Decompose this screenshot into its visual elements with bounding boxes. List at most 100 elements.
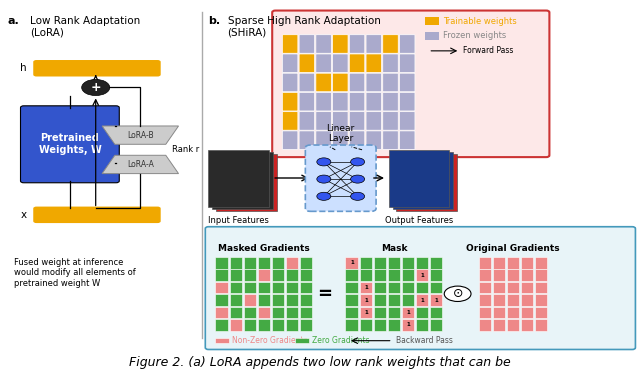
Bar xyxy=(244,269,256,281)
Text: Zero Gradients: Zero Gradients xyxy=(312,336,369,345)
Bar xyxy=(244,294,256,306)
FancyBboxPatch shape xyxy=(349,35,365,53)
Circle shape xyxy=(317,192,331,200)
Bar xyxy=(285,257,298,269)
Bar xyxy=(535,257,547,269)
FancyBboxPatch shape xyxy=(399,112,415,130)
Bar xyxy=(396,154,457,211)
Text: Input Features: Input Features xyxy=(208,216,269,225)
Bar xyxy=(374,294,387,306)
Text: Low Rank Adaptation
(LoRA): Low Rank Adaptation (LoRA) xyxy=(30,16,140,38)
Text: Fused weight at inference
would modify all elements of
pretrained weight W: Fused weight at inference would modify a… xyxy=(14,258,136,288)
Bar xyxy=(507,257,520,269)
Text: a.: a. xyxy=(8,16,19,26)
FancyBboxPatch shape xyxy=(366,93,381,111)
Text: 1: 1 xyxy=(350,260,354,265)
Bar xyxy=(479,269,492,281)
Bar xyxy=(257,307,270,318)
Bar xyxy=(388,282,400,294)
Text: Weights: Weights xyxy=(323,161,362,171)
Text: Backward Pass: Backward Pass xyxy=(396,336,452,345)
Bar xyxy=(230,294,243,306)
Text: Frozen weights: Frozen weights xyxy=(443,31,506,40)
Bar xyxy=(535,307,547,318)
Bar xyxy=(346,319,358,331)
FancyBboxPatch shape xyxy=(316,54,332,72)
Bar xyxy=(415,307,428,318)
Text: Mask: Mask xyxy=(381,244,407,254)
FancyBboxPatch shape xyxy=(333,131,348,150)
Bar xyxy=(507,269,520,281)
Bar xyxy=(271,269,284,281)
Bar xyxy=(271,257,284,269)
Bar xyxy=(415,269,428,281)
Text: Non-Zero Gradients: Non-Zero Gradients xyxy=(232,336,308,345)
Bar xyxy=(285,282,298,294)
Text: +: + xyxy=(90,81,101,94)
Bar xyxy=(374,257,387,269)
FancyBboxPatch shape xyxy=(333,93,348,111)
Bar xyxy=(479,257,492,269)
Bar xyxy=(429,282,442,294)
FancyBboxPatch shape xyxy=(399,73,415,92)
Text: Masked Gradients: Masked Gradients xyxy=(218,244,310,254)
Bar xyxy=(429,294,442,306)
Bar xyxy=(360,307,372,318)
Bar xyxy=(244,319,256,331)
Text: Trainable weights: Trainable weights xyxy=(443,17,516,26)
Bar xyxy=(346,282,358,294)
Bar xyxy=(479,282,492,294)
Bar xyxy=(374,282,387,294)
Bar xyxy=(479,307,492,318)
Bar xyxy=(244,307,256,318)
Bar xyxy=(230,257,243,269)
FancyBboxPatch shape xyxy=(399,35,415,53)
FancyBboxPatch shape xyxy=(305,145,376,211)
Bar xyxy=(216,282,228,294)
Bar xyxy=(285,307,298,318)
Bar xyxy=(507,282,520,294)
Bar xyxy=(507,307,520,318)
Bar xyxy=(507,294,520,306)
Bar xyxy=(230,282,243,294)
Bar xyxy=(346,257,358,269)
Bar xyxy=(415,294,428,306)
Bar xyxy=(285,269,298,281)
Bar xyxy=(360,294,372,306)
FancyBboxPatch shape xyxy=(316,112,332,130)
Bar xyxy=(493,257,506,269)
Bar xyxy=(216,257,228,269)
Bar xyxy=(401,269,414,281)
Text: LoRA-B: LoRA-B xyxy=(127,131,154,140)
Bar xyxy=(401,307,414,318)
Bar xyxy=(521,294,534,306)
Bar xyxy=(300,282,312,294)
FancyBboxPatch shape xyxy=(383,112,398,130)
Bar xyxy=(300,294,312,306)
Bar xyxy=(216,319,228,331)
Bar xyxy=(360,257,372,269)
FancyBboxPatch shape xyxy=(299,35,315,53)
Bar xyxy=(216,269,228,281)
Bar xyxy=(425,32,439,40)
Bar xyxy=(244,282,256,294)
FancyBboxPatch shape xyxy=(349,54,365,72)
Text: Linear
Layer: Linear Layer xyxy=(326,124,355,143)
Circle shape xyxy=(351,175,365,183)
Bar xyxy=(388,257,400,269)
Text: LoRA-A: LoRA-A xyxy=(127,160,154,169)
Bar xyxy=(360,319,372,331)
Bar xyxy=(257,294,270,306)
FancyBboxPatch shape xyxy=(366,131,381,150)
Polygon shape xyxy=(102,126,179,144)
Text: =: = xyxy=(317,285,332,303)
Bar xyxy=(429,257,442,269)
Bar xyxy=(493,269,506,281)
FancyBboxPatch shape xyxy=(383,73,398,92)
FancyBboxPatch shape xyxy=(282,35,298,53)
Text: 1: 1 xyxy=(364,310,368,315)
FancyBboxPatch shape xyxy=(299,112,315,130)
Circle shape xyxy=(351,158,365,166)
FancyBboxPatch shape xyxy=(383,54,398,72)
FancyBboxPatch shape xyxy=(349,73,365,92)
